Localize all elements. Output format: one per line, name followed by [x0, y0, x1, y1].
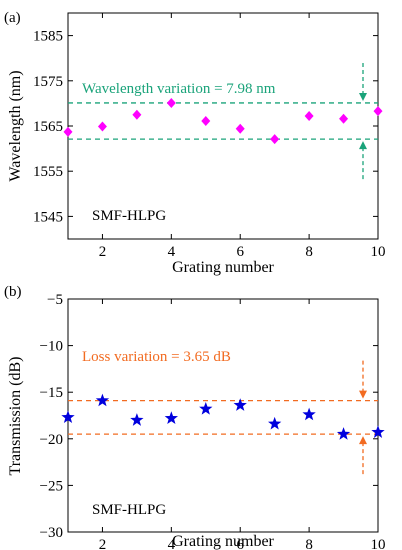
panel-a-data-point	[339, 113, 349, 124]
panel-a-xtick-label: 8	[305, 244, 313, 260]
panel-a-arrow-down-head	[359, 92, 367, 101]
panel-a-fiber-label: SMF-HLPG	[92, 208, 166, 224]
panel-a-annotation: Wavelength variation = 7.98 nm	[82, 81, 276, 97]
panel-a-y-axis-title: Wavelength (nm)	[7, 70, 24, 181]
panel-b-ytick-label: −25	[40, 478, 63, 494]
panel-a-xtick-label: 2	[99, 244, 107, 260]
panel-b-ticks: −30 −25 −20 −15 −10 −5 2 4 6 8 10	[40, 292, 386, 550]
panel-b-y-axis-title: Transmission (dB)	[7, 357, 24, 476]
panel-a-arrow-up-head	[359, 141, 367, 150]
panel-a-data-point	[373, 106, 383, 117]
panel-a-data-point	[304, 111, 314, 122]
panel-a-data-point	[201, 116, 211, 127]
panel-b-xtick-label: 2	[99, 537, 107, 550]
panel-b-data-point	[268, 416, 282, 430]
panel-b-x-axis-title: Grating number	[172, 533, 274, 550]
panel-a-ytick-label: 1555	[33, 164, 63, 180]
panel-b-ytick-label: −10	[40, 339, 63, 355]
panel-a-data-point	[270, 134, 280, 145]
panel-b-bounds	[68, 399, 378, 435]
panel-a-data-point	[132, 109, 142, 120]
panel-a-data-point	[97, 121, 107, 132]
panel-a-ytick-label: 1545	[33, 209, 63, 225]
panel-a-xtick-label: 4	[168, 244, 176, 260]
panel-b-fiber-label: SMF-HLPG	[92, 502, 166, 518]
panel-b-data-point	[302, 407, 316, 421]
panel-b-marks	[61, 393, 385, 440]
panel-b-xtick-label: 8	[305, 537, 313, 550]
panel-b-xtick-label: 6	[236, 537, 244, 550]
panel-b-arrows	[359, 360, 367, 475]
panel-a-xtick-label: 10	[371, 244, 386, 260]
panel-a-ytick-label: 1575	[33, 74, 63, 90]
panel-a-arrows	[359, 62, 367, 180]
panel-a-data-point	[63, 126, 73, 137]
panel-a-ytick-label: 1565	[33, 119, 63, 135]
panel-b-data-point	[199, 401, 213, 415]
panel-a-ticks: 1545 1555 1565 1575 1585 2 4 6 8 10	[33, 13, 386, 260]
panel-a-data-point	[166, 97, 176, 108]
panel-a-data-point	[235, 123, 245, 134]
panel-b-data-point	[233, 398, 247, 411]
panel-a-xtick-label: 6	[236, 244, 244, 260]
panel-b-annotation: Loss variation = 3.65 dB	[82, 349, 231, 365]
panel-a-marks	[63, 97, 383, 145]
panel-b-ytick-label: −15	[40, 385, 63, 401]
panel-b-ytick-label: −30	[40, 525, 63, 541]
panel-a: (a) Wavelength (nm) Grating number Wavel…	[4, 10, 386, 276]
panel-b-data-point	[95, 393, 110, 407]
panel-b-data-point	[130, 413, 144, 426]
panel-b: (b) Transmission (dB) Grating number Los…	[4, 284, 386, 550]
panel-b-arrow-down-head	[359, 390, 367, 399]
panel-b-data-point	[164, 411, 178, 424]
panel-b-ytick-label: −20	[40, 432, 63, 448]
panel-b-ytick-label: −5	[47, 292, 63, 308]
panel-a-x-axis-title: Grating number	[172, 259, 274, 276]
panel-a-bounds	[68, 102, 378, 140]
panel-b-arrow-up-head	[359, 436, 367, 445]
panel-b-xtick-label: 10	[371, 537, 386, 550]
panel-b-xtick-label: 4	[168, 537, 176, 550]
panel-a-label: (a)	[4, 10, 21, 26]
panel-b-data-point	[61, 410, 75, 424]
panel-a-ytick-label: 1585	[33, 29, 63, 45]
panel-b-data-point	[336, 427, 351, 440]
panel-a-plot-frame	[67, 12, 379, 240]
panel-b-data-point	[371, 425, 385, 438]
panel-b-plot-frame	[67, 298, 379, 533]
panel-b-label: (b)	[4, 284, 22, 300]
